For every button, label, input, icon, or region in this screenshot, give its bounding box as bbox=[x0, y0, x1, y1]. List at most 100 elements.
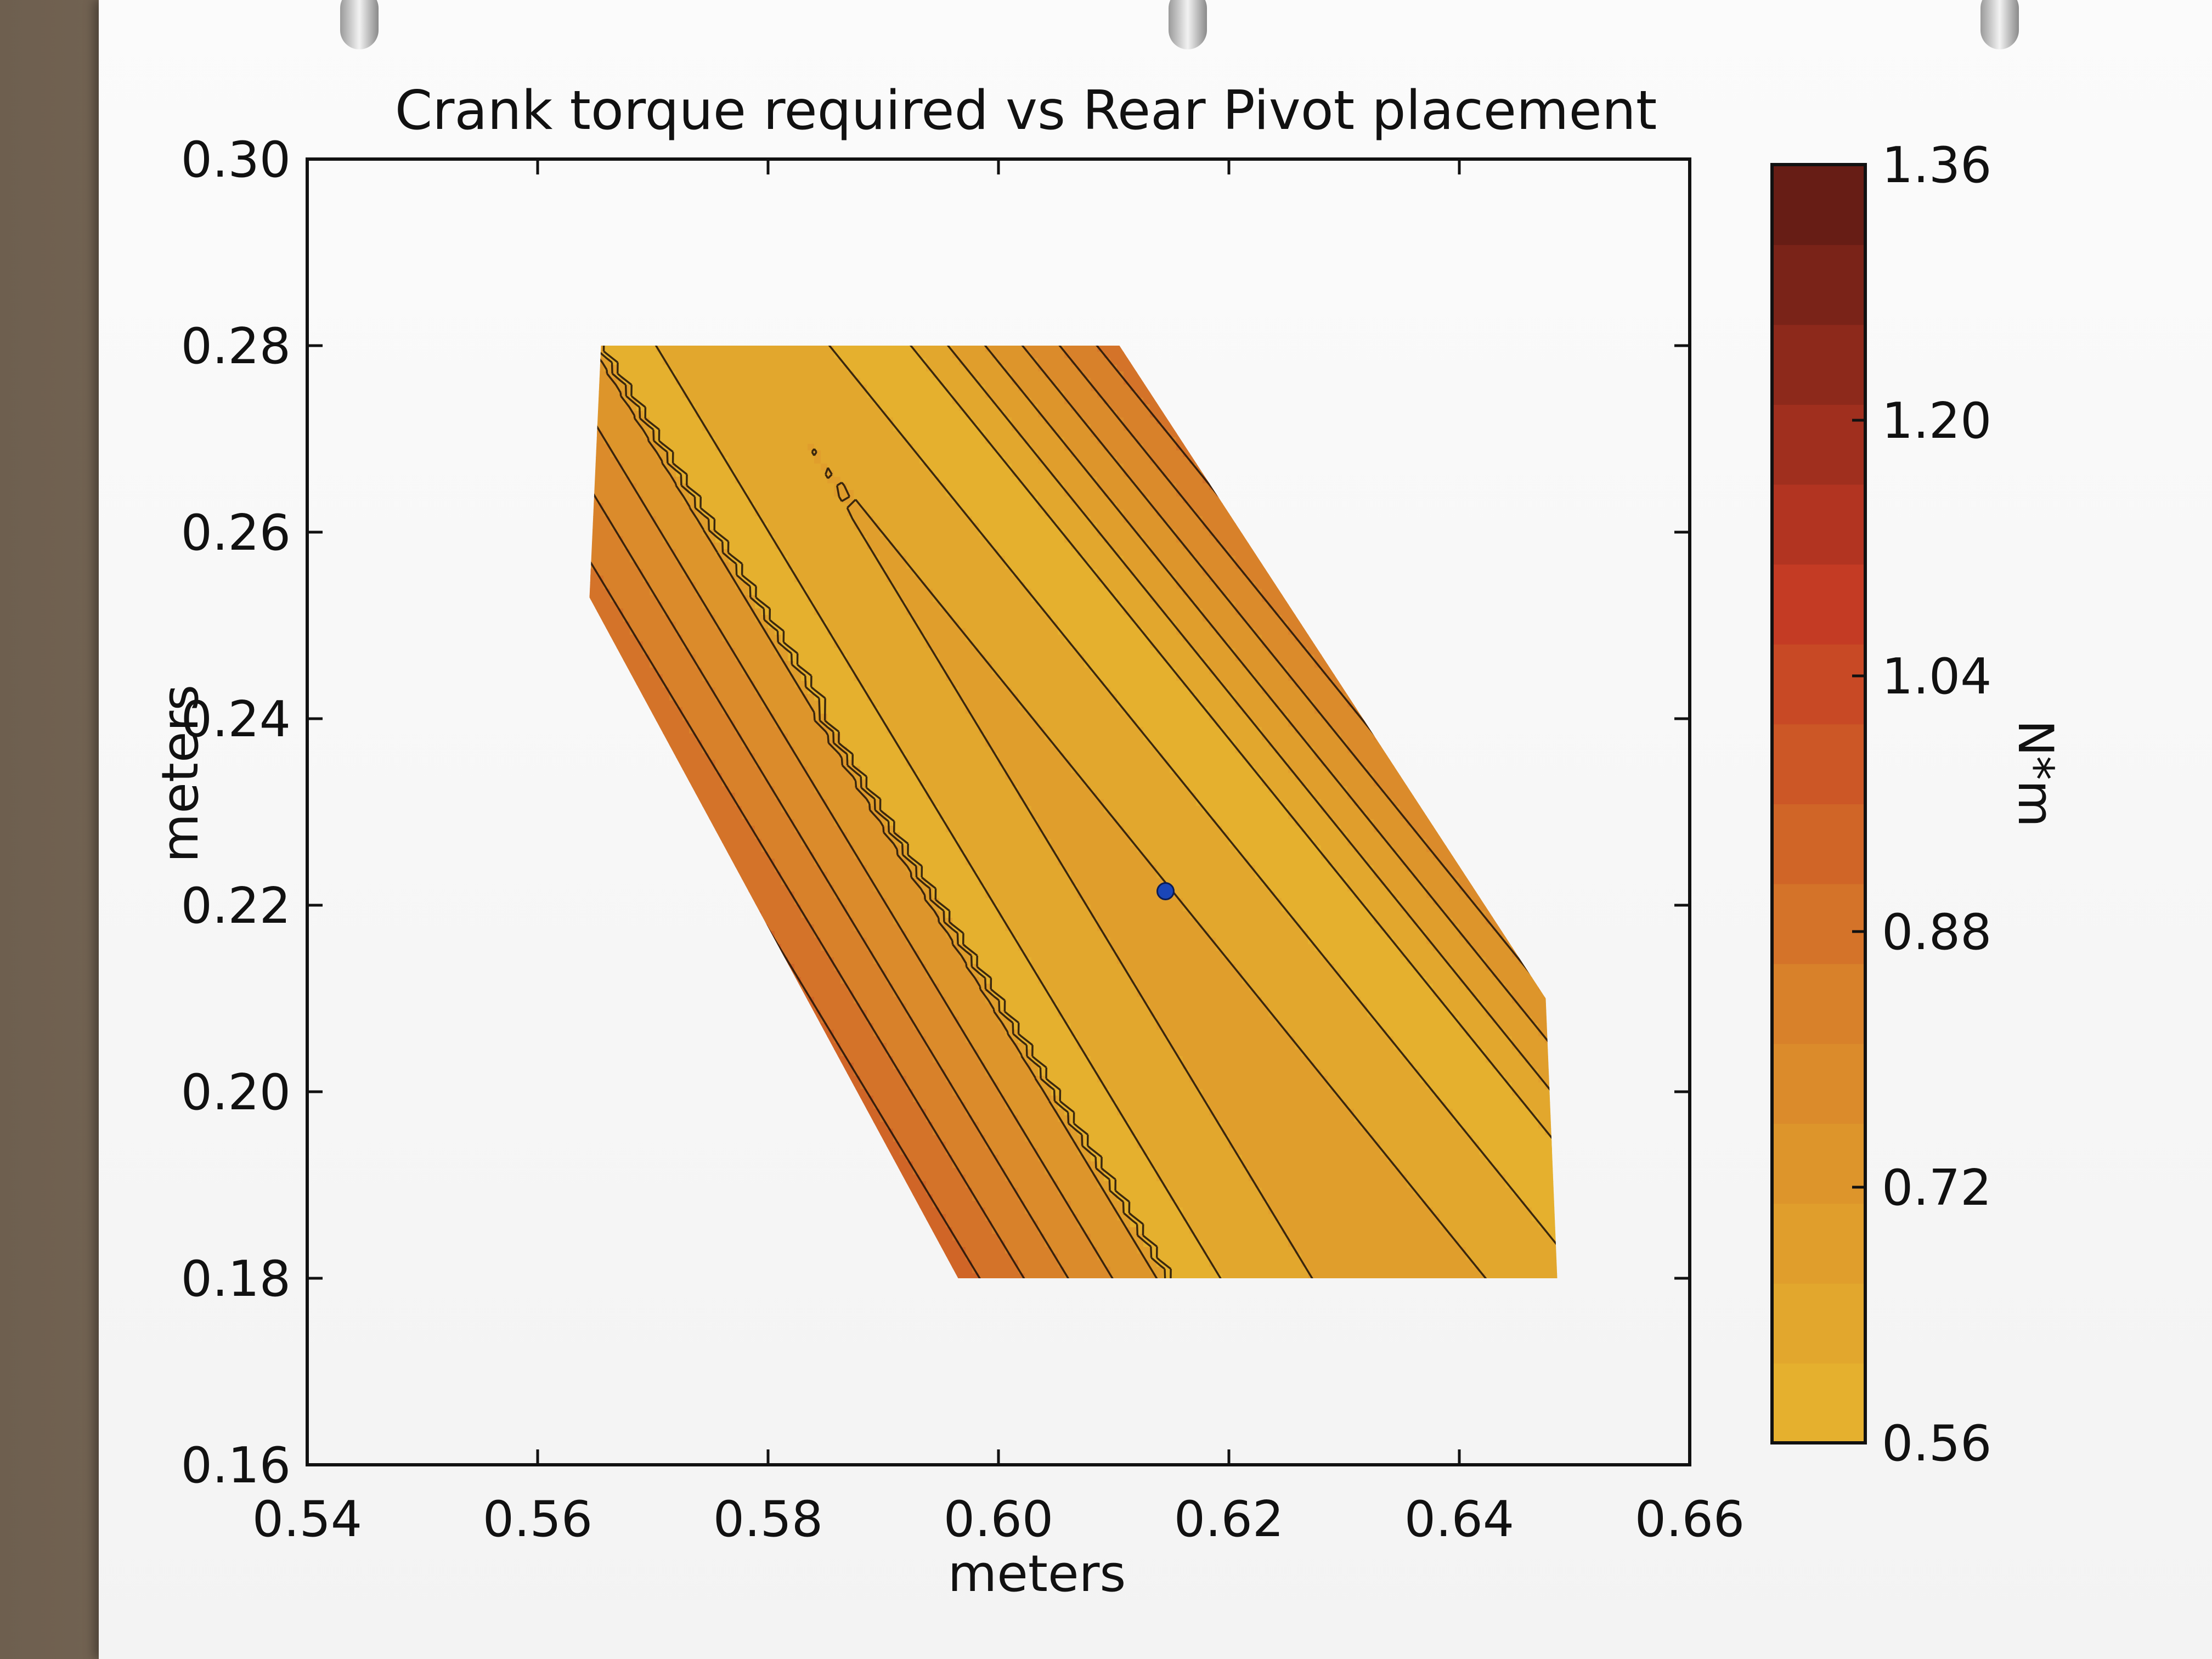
contour-cell bbox=[729, 1128, 736, 1136]
contour-cell bbox=[702, 859, 709, 866]
contour-cell bbox=[577, 747, 584, 754]
contour-cell bbox=[735, 753, 742, 760]
contour-cell bbox=[696, 918, 703, 925]
contour-cell bbox=[603, 404, 611, 411]
contour-cell bbox=[589, 1056, 591, 1063]
contour-cell bbox=[702, 898, 709, 905]
contour-cell bbox=[702, 760, 709, 767]
contour-cell bbox=[564, 1175, 571, 1182]
contour-cell bbox=[650, 398, 657, 405]
contour-cell bbox=[696, 944, 703, 951]
contour-cell bbox=[630, 1214, 637, 1221]
contour-cell bbox=[682, 411, 690, 418]
contour-cell bbox=[557, 799, 565, 806]
contour-cell bbox=[643, 1280, 650, 1287]
contour-cell bbox=[557, 1168, 565, 1175]
contour-cell bbox=[742, 1135, 749, 1142]
contour-cell bbox=[538, 411, 545, 418]
contour-cell bbox=[729, 984, 736, 991]
contour-cell bbox=[551, 694, 558, 701]
contour-cell bbox=[656, 918, 663, 925]
contour-cell bbox=[682, 1188, 690, 1195]
contour-cell bbox=[577, 720, 584, 727]
contour-cell bbox=[656, 1076, 663, 1083]
contour-cell bbox=[722, 648, 729, 655]
contour-cell bbox=[702, 338, 709, 346]
contour-cell bbox=[702, 365, 709, 372]
contour-cell bbox=[663, 391, 670, 398]
contour-cell bbox=[577, 431, 584, 438]
contour-cell bbox=[669, 1148, 676, 1155]
contour-cell bbox=[557, 371, 565, 379]
contour-cell bbox=[571, 1214, 578, 1221]
contour-cell bbox=[682, 681, 690, 688]
contour-cell bbox=[564, 543, 571, 550]
contour-cell bbox=[682, 951, 690, 958]
contour-cell bbox=[715, 931, 723, 938]
contour-cell bbox=[715, 806, 723, 813]
contour-cell bbox=[656, 701, 663, 708]
contour-cell bbox=[589, 891, 591, 899]
contour-cell bbox=[630, 891, 637, 899]
contour-cell bbox=[617, 865, 624, 872]
contour-cell bbox=[715, 1115, 723, 1122]
contour-cell bbox=[603, 398, 611, 405]
contour-cell bbox=[676, 1319, 683, 1327]
contour-cell bbox=[538, 859, 545, 866]
contour-cell bbox=[551, 707, 558, 714]
contour-cell bbox=[715, 1175, 723, 1182]
contour-cell bbox=[676, 924, 683, 932]
contour-cell bbox=[735, 1023, 742, 1030]
contour-cell bbox=[722, 1313, 729, 1320]
contour-cell bbox=[643, 1109, 650, 1116]
contour-cell bbox=[676, 1017, 683, 1024]
contour-cell bbox=[603, 793, 611, 800]
contour-cell bbox=[696, 1135, 703, 1142]
contour-cell bbox=[742, 845, 749, 853]
contour-cell bbox=[696, 424, 703, 431]
contour-cell bbox=[735, 1221, 742, 1228]
contour-cell bbox=[597, 674, 604, 681]
contour-cell bbox=[564, 977, 571, 984]
contour-cell bbox=[538, 1267, 545, 1274]
contour-cell bbox=[636, 1260, 644, 1267]
contour-cell bbox=[630, 437, 637, 444]
contour-cell bbox=[729, 424, 736, 431]
contour-cell bbox=[544, 1194, 551, 1201]
contour-cell bbox=[643, 865, 650, 872]
contour-cell bbox=[663, 1148, 670, 1155]
contour-cell bbox=[663, 1030, 670, 1037]
contour-cell bbox=[590, 733, 597, 741]
contour-cell bbox=[696, 859, 703, 866]
contour-cell bbox=[643, 694, 650, 701]
contour-cell bbox=[742, 1043, 749, 1050]
contour-cell bbox=[715, 984, 723, 991]
contour-cell bbox=[735, 1003, 742, 1011]
contour-cell bbox=[656, 984, 663, 991]
contour-cell bbox=[709, 306, 716, 313]
contour-cell bbox=[676, 391, 683, 398]
contour-cell bbox=[656, 1260, 663, 1267]
contour-cell bbox=[584, 338, 591, 346]
contour-cell bbox=[650, 1135, 657, 1142]
contour-cell bbox=[676, 404, 683, 411]
contour-cell bbox=[696, 1221, 703, 1228]
contour-cell bbox=[557, 516, 565, 523]
contour-cell bbox=[636, 1280, 644, 1287]
contour-cell bbox=[590, 1017, 597, 1024]
contour-cell bbox=[577, 786, 584, 793]
contour-cell bbox=[669, 1109, 676, 1116]
contour-cell bbox=[702, 918, 709, 925]
contour-cell bbox=[636, 1122, 644, 1129]
contour-cell bbox=[689, 806, 696, 813]
contour-cell bbox=[722, 391, 729, 398]
contour-cell bbox=[669, 385, 676, 392]
contour-cell bbox=[722, 839, 729, 846]
contour-cell bbox=[636, 503, 644, 510]
contour-cell bbox=[630, 753, 637, 760]
contour-cell bbox=[742, 859, 749, 866]
contour-cell bbox=[597, 786, 604, 793]
contour-cell bbox=[636, 1313, 644, 1320]
contour-cell bbox=[603, 424, 611, 431]
contour-cell bbox=[623, 490, 630, 497]
